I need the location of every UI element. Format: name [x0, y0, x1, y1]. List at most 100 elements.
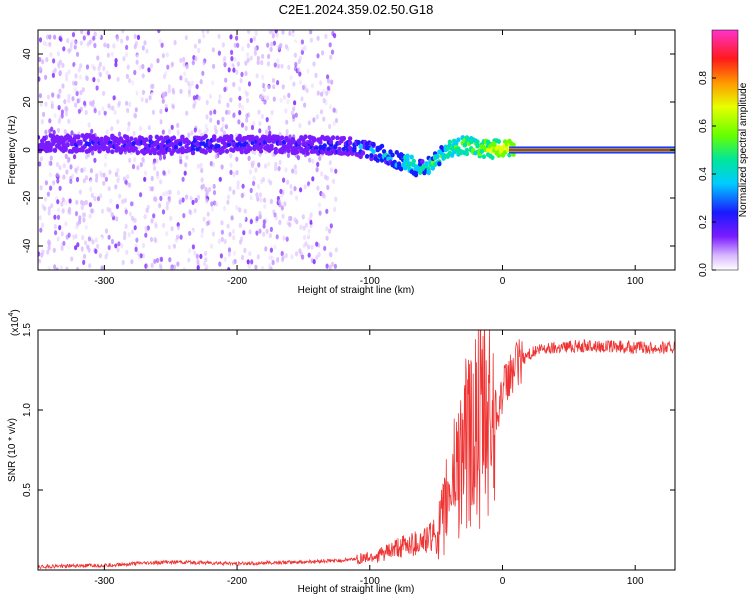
noise-cell — [254, 225, 258, 231]
ridge-cell — [311, 136, 317, 142]
noise-cell — [288, 125, 293, 132]
noise-cell — [235, 35, 239, 41]
noise-cell — [38, 76, 41, 82]
noise-cell — [205, 127, 209, 133]
noise-cell — [218, 94, 222, 100]
noise-cell — [98, 119, 102, 125]
noise-cell — [139, 125, 143, 132]
noise-cell — [326, 78, 331, 84]
noise-cell — [126, 64, 130, 70]
noise-cell — [238, 110, 242, 116]
noise-cell — [93, 196, 97, 202]
noise-cell — [98, 170, 102, 176]
noise-cell — [61, 83, 65, 89]
noise-cell — [128, 157, 132, 163]
ridge-cell — [369, 156, 374, 162]
noise-cell — [328, 228, 332, 234]
noise-cell — [303, 128, 307, 134]
spectrogram-y-label: Frequency (Hz) — [7, 116, 18, 185]
noise-cell — [42, 111, 46, 117]
noise-cell — [298, 123, 302, 129]
noise-cell — [261, 108, 265, 114]
noise-cell — [214, 153, 218, 160]
noise-cell — [136, 54, 140, 60]
noise-cell — [235, 156, 239, 162]
noise-cell — [239, 239, 243, 245]
noise-cell — [154, 221, 158, 227]
noise-cell — [150, 262, 154, 268]
noise-cell — [259, 94, 263, 100]
noise-cell — [260, 60, 264, 66]
noise-cell — [141, 73, 145, 79]
noise-cell — [213, 128, 218, 134]
ridge-cell — [333, 144, 338, 150]
noise-cell — [82, 178, 86, 184]
noise-cell — [219, 253, 223, 259]
noise-cell — [111, 70, 115, 76]
noise-cell — [47, 266, 51, 270]
noise-cell — [102, 90, 106, 96]
noise-cell — [86, 240, 90, 246]
noise-cell — [78, 189, 82, 195]
noise-cell — [131, 109, 135, 115]
ridge-cell — [178, 141, 183, 147]
noise-cell — [74, 245, 78, 251]
noise-cell — [194, 88, 198, 94]
noise-cell — [67, 93, 71, 100]
noise-cell — [100, 208, 105, 214]
noise-cell — [53, 223, 57, 230]
noise-cell — [159, 71, 163, 77]
noise-cell — [56, 127, 61, 133]
ridge-cell — [322, 143, 327, 149]
noise-cell — [126, 108, 130, 114]
noise-cell — [258, 228, 262, 234]
noise-cell — [108, 105, 113, 111]
noise-cell — [170, 61, 174, 67]
noise-cell — [93, 157, 97, 163]
noise-cell — [269, 198, 273, 204]
noise-cell — [122, 56, 126, 62]
noise-cell — [71, 80, 76, 86]
noise-cell — [196, 163, 200, 169]
noise-cell — [89, 100, 93, 106]
noise-cell — [236, 61, 240, 67]
noise-cell — [279, 42, 283, 49]
ridge-cell — [309, 141, 315, 147]
noise-cell — [38, 93, 43, 99]
noise-cell — [256, 196, 260, 202]
noise-cell — [284, 253, 288, 259]
noise-cell — [325, 235, 329, 241]
noise-cell — [56, 178, 60, 184]
noise-cell — [65, 107, 69, 113]
noise-cell — [159, 256, 164, 262]
noise-cell — [272, 82, 277, 88]
noise-cell — [236, 42, 240, 48]
noise-cell — [85, 64, 90, 70]
noise-cell — [93, 239, 98, 245]
noise-cell — [295, 195, 299, 201]
noise-cell — [184, 35, 188, 41]
ridge-cell — [420, 159, 425, 165]
noise-cell — [333, 206, 337, 212]
noise-cell — [333, 33, 337, 39]
ridge-cell — [341, 135, 346, 141]
noise-cell — [278, 159, 282, 165]
ridge-cell — [226, 142, 232, 148]
noise-cell — [141, 253, 146, 259]
noise-cell — [80, 205, 84, 211]
noise-cell — [117, 241, 121, 247]
noise-cell — [54, 207, 58, 213]
y-tick-label: 20 — [22, 96, 33, 108]
noise-cell — [130, 192, 134, 199]
noise-cell — [41, 222, 45, 228]
noise-cell — [110, 238, 115, 245]
noise-cell — [61, 207, 65, 213]
noise-cell — [124, 223, 128, 229]
noise-cell — [106, 206, 110, 212]
noise-cell — [170, 155, 174, 161]
ridge-cell — [390, 152, 395, 158]
noise-cell — [157, 30, 161, 34]
noise-cell — [102, 180, 106, 186]
noise-cell — [204, 186, 208, 192]
noise-cell — [268, 233, 272, 239]
